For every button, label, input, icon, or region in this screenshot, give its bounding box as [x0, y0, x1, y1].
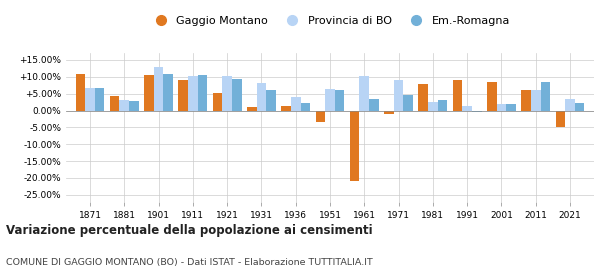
Bar [178, 80, 188, 111]
Bar [463, 106, 472, 111]
Bar [266, 90, 276, 111]
Bar [335, 90, 344, 111]
Bar [394, 80, 403, 111]
Bar [565, 99, 575, 111]
Text: COMUNE DI GAGGIO MONTANO (BO) - Dati ISTAT - Elaborazione TUTTITALIA.IT: COMUNE DI GAGGIO MONTANO (BO) - Dati IST… [6, 258, 373, 267]
Bar [453, 80, 463, 111]
Bar [197, 75, 207, 111]
Bar [325, 88, 335, 111]
Bar [384, 111, 394, 114]
Bar [213, 93, 223, 111]
Bar [541, 82, 550, 111]
Bar [350, 111, 359, 181]
Bar [188, 76, 197, 111]
Bar [437, 100, 447, 111]
Bar [497, 104, 506, 111]
Bar [281, 106, 291, 111]
Bar [418, 84, 428, 111]
Bar [163, 74, 173, 111]
Bar [487, 81, 497, 111]
Bar [232, 79, 242, 111]
Bar [119, 100, 129, 111]
Bar [575, 103, 584, 111]
Bar [556, 111, 565, 127]
Bar [521, 90, 531, 111]
Bar [144, 75, 154, 111]
Text: Variazione percentuale della popolazione ai censimenti: Variazione percentuale della popolazione… [6, 224, 373, 237]
Bar [291, 97, 301, 111]
Bar [506, 104, 516, 111]
Bar [129, 101, 139, 111]
Bar [110, 96, 119, 111]
Bar [403, 95, 413, 111]
Bar [359, 76, 369, 111]
Bar [85, 88, 95, 111]
Bar [95, 88, 104, 111]
Bar [76, 74, 85, 111]
Bar [223, 76, 232, 111]
Bar [257, 83, 266, 111]
Bar [301, 103, 310, 111]
Bar [316, 111, 325, 122]
Bar [369, 99, 379, 111]
Legend: Gaggio Montano, Provincia di BO, Em.-Romagna: Gaggio Montano, Provincia di BO, Em.-Rom… [145, 11, 515, 30]
Bar [154, 67, 163, 111]
Bar [531, 90, 541, 111]
Bar [428, 102, 437, 111]
Bar [247, 107, 257, 111]
